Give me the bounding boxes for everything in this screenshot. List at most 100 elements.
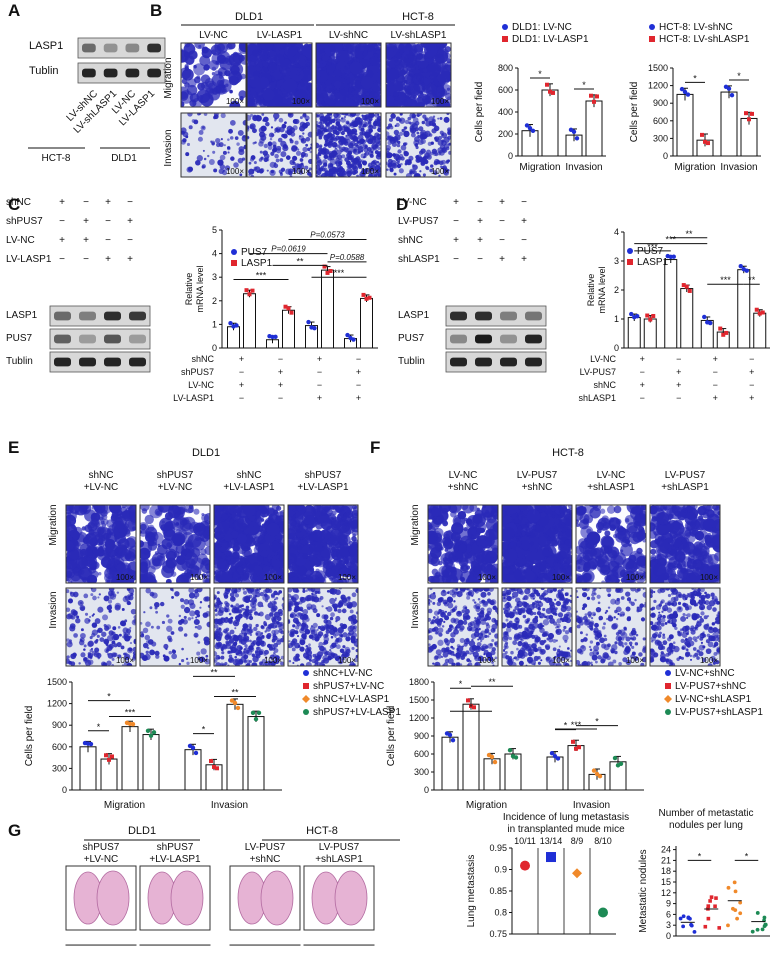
chart-D-bar [664, 259, 678, 349]
stain-spot [273, 551, 278, 556]
chart-B2-point [682, 89, 688, 95]
stain-spot [75, 556, 88, 570]
stain-spot [328, 567, 336, 576]
stain-spot [398, 131, 404, 137]
chart-E-point [250, 710, 256, 715]
stain-spot [427, 62, 441, 77]
stain-spot [295, 150, 302, 156]
stain-spot [228, 639, 235, 645]
stain-spot [91, 512, 97, 519]
stain-spot [180, 604, 185, 609]
stain-spot [66, 589, 70, 594]
stain-spot [335, 100, 344, 107]
chart-E-point [190, 745, 196, 751]
chart-C-sig-stars: *** [256, 271, 267, 281]
stain-spot [274, 511, 279, 517]
stain-spot [211, 49, 217, 55]
stain-spot [254, 611, 258, 614]
blot-label: Tublin [398, 356, 425, 367]
micrograph-tile: 100× [246, 42, 313, 108]
stain-spot [317, 633, 322, 639]
chart-B1-point [530, 128, 536, 134]
stain-spot [292, 165, 296, 169]
stain-spot [434, 152, 439, 157]
chart-D-point [671, 254, 676, 259]
panelA-tublin-band [82, 68, 96, 78]
stain-spot [350, 43, 362, 53]
stain-spot [393, 60, 399, 66]
stain-spot [386, 152, 393, 159]
stain-spot [330, 91, 340, 101]
stain-spot [108, 643, 114, 649]
stain-spot [288, 618, 291, 622]
stain-spot [414, 43, 424, 53]
stain-spot [218, 631, 223, 636]
chart-C-point [286, 306, 291, 311]
chart-B1-legend-marker [502, 36, 508, 42]
stain-spot [361, 130, 367, 136]
stain-spot [265, 121, 270, 127]
stain-spot [316, 142, 320, 149]
chart-E-point [209, 759, 213, 764]
chart-B1-point [548, 89, 552, 94]
stain-spot [253, 561, 258, 566]
chart-E-sig-stars: *** [125, 708, 136, 718]
chart-E-point [253, 716, 259, 722]
stain-spot [229, 89, 233, 94]
chart-E-point [110, 754, 114, 759]
stain-spot [247, 97, 253, 107]
stain-spot [105, 650, 109, 653]
stain-spot [363, 50, 368, 54]
panelD-matrix-sign: − [521, 197, 527, 208]
stain-spot [143, 571, 156, 583]
stain-spot [345, 648, 351, 654]
stain-spot [298, 505, 303, 511]
stain-spot [220, 655, 225, 660]
stain-spot [355, 611, 358, 615]
stain-spot [237, 609, 242, 614]
stain-spot [203, 636, 210, 643]
stain-spot [438, 160, 444, 166]
stain-spot [66, 505, 75, 515]
stain-spot [104, 640, 109, 645]
stain-spot [94, 640, 98, 644]
stain-spot [225, 551, 232, 557]
stain-spot [87, 641, 94, 648]
stain-spot [214, 602, 219, 607]
stain-spot [333, 69, 342, 79]
stain-spot [300, 138, 305, 142]
stain-spot [93, 505, 99, 511]
stain-spot [288, 532, 298, 544]
stain-spot [368, 162, 373, 167]
stain-spot [115, 544, 128, 556]
stain-spot [397, 63, 404, 69]
stain-spot [89, 636, 93, 640]
chart-C-pval: P=0.0619 [271, 245, 306, 254]
stain-spot [242, 650, 246, 654]
stain-spot [217, 620, 224, 626]
column-label: shNC [236, 470, 261, 481]
stain-spot [121, 505, 127, 509]
stain-spot [308, 158, 312, 164]
chart-C-legend-marker [231, 249, 237, 255]
stain-spot [205, 658, 208, 661]
stain-spot [84, 532, 97, 545]
panelD-matrix-sign: − [453, 254, 459, 265]
stain-spot [219, 546, 227, 553]
chart-E-point [229, 698, 235, 703]
stain-spot [251, 640, 255, 644]
chart-E-legend-label: shPUS7+LV-LASP1 [313, 707, 401, 718]
magnification-label: 100× [264, 573, 282, 582]
stain-spot [273, 598, 276, 601]
stain-spot [439, 165, 443, 168]
chart-B1-point [574, 136, 580, 141]
stain-spot [277, 137, 283, 143]
stain-spot [386, 144, 391, 151]
chart-C-cond-sign: − [278, 393, 283, 403]
chart-C-bar [243, 293, 256, 349]
stain-spot [307, 147, 311, 152]
stain-spot [233, 162, 239, 168]
stain-spot [218, 168, 224, 175]
stain-spot [424, 43, 438, 57]
stain-spot [66, 519, 72, 528]
